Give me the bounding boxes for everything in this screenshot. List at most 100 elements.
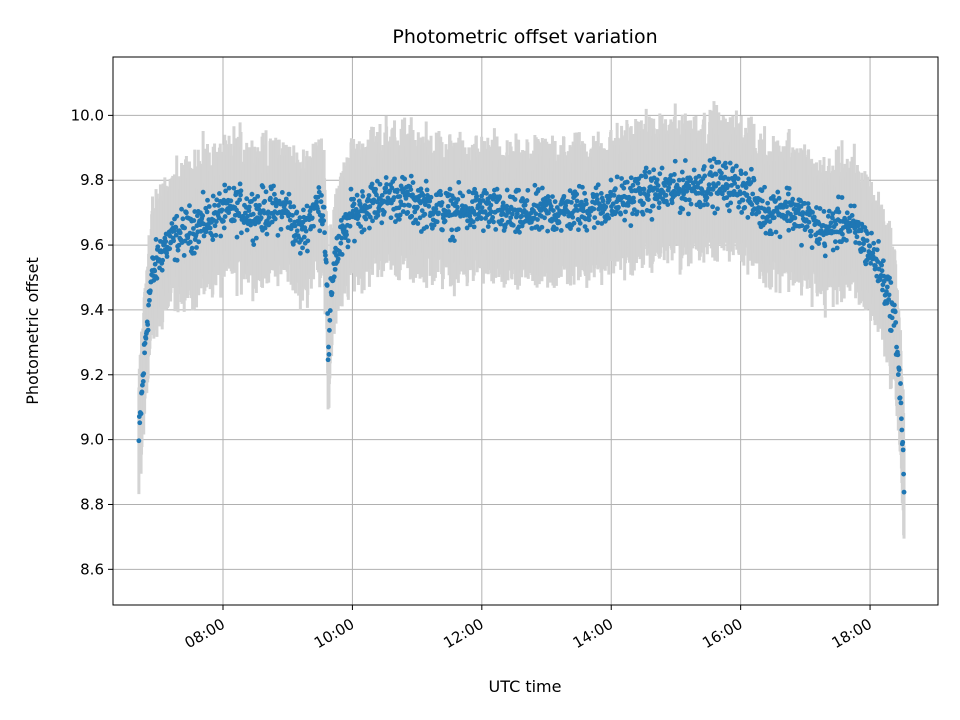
data-point: [405, 210, 411, 215]
data-point: [783, 213, 789, 219]
data-point: [728, 200, 734, 206]
data-point: [396, 205, 402, 211]
data-point: [867, 243, 873, 249]
data-point: [415, 204, 420, 210]
data-point: [828, 220, 834, 226]
data-point: [884, 284, 890, 290]
data-point: [704, 202, 710, 207]
data-point: [889, 315, 895, 321]
data-point: [865, 231, 870, 236]
data-point: [147, 288, 153, 294]
data-point: [520, 196, 525, 201]
data-point: [434, 219, 440, 225]
data-point: [654, 177, 660, 183]
data-point: [389, 185, 395, 191]
data-point: [255, 193, 261, 199]
data-point: [311, 223, 316, 229]
data-point: [745, 215, 751, 220]
data-point: [696, 190, 701, 196]
data-point: [641, 186, 647, 192]
data-point: [625, 203, 631, 208]
data-point: [275, 232, 281, 238]
data-point: [539, 224, 545, 230]
data-point: [361, 227, 367, 233]
data-point: [558, 228, 564, 233]
data-point: [642, 169, 648, 175]
data-point: [512, 197, 518, 202]
data-point: [424, 187, 430, 193]
data-point: [784, 204, 789, 210]
data-point: [484, 190, 489, 196]
data-point: [345, 244, 351, 250]
data-point: [858, 228, 864, 234]
data-point: [556, 220, 562, 225]
data-point: [145, 327, 151, 333]
data-point: [213, 219, 219, 224]
data-point: [802, 200, 808, 206]
data-point: [735, 184, 741, 190]
data-point: [574, 191, 580, 197]
data-point: [352, 238, 357, 244]
data-point: [771, 215, 777, 221]
data-point: [710, 204, 716, 210]
data-point: [800, 210, 806, 215]
data-point: [546, 210, 551, 216]
y-tick-label: 9.6: [80, 236, 104, 254]
data-point: [326, 344, 331, 350]
data-point: [785, 191, 791, 197]
data-point: [631, 195, 636, 201]
data-point: [231, 185, 237, 191]
y-tick-label: 9.0: [80, 431, 104, 449]
data-point: [879, 262, 885, 268]
chart-title: Photometric offset variation: [392, 26, 657, 48]
data-point: [630, 211, 635, 217]
data-point: [377, 181, 383, 187]
data-point: [244, 196, 250, 202]
data-point: [646, 197, 651, 202]
data-point: [203, 229, 209, 235]
data-point: [510, 222, 516, 228]
data-point: [223, 188, 228, 194]
data-point: [379, 192, 385, 198]
data-point: [514, 211, 520, 217]
data-point: [226, 185, 232, 191]
data-point: [260, 184, 266, 190]
data-point: [354, 192, 360, 198]
data-point: [249, 191, 255, 197]
data-point: [409, 213, 415, 219]
data-point: [880, 258, 886, 264]
data-point: [493, 226, 499, 232]
data-point: [654, 196, 660, 202]
data-point: [303, 228, 309, 234]
data-point: [206, 204, 212, 209]
data-point: [508, 215, 514, 221]
y-axis-ticks: 8.6 8.8 9.0 9.2 9.4 9.6 9.8 10.0: [71, 106, 113, 578]
data-point: [237, 181, 243, 187]
data-point: [598, 190, 604, 196]
data-point: [542, 215, 547, 221]
data-point: [279, 190, 285, 195]
data-point: [748, 166, 754, 172]
data-point: [783, 199, 789, 205]
data-point: [804, 224, 810, 230]
data-point: [517, 229, 522, 235]
data-point: [263, 189, 269, 195]
data-point: [451, 196, 457, 201]
data-point: [874, 247, 880, 253]
data-point: [293, 238, 298, 243]
data-point: [686, 183, 692, 189]
data-point: [210, 193, 216, 199]
data-point: [567, 188, 573, 194]
data-point: [811, 214, 817, 220]
data-point: [146, 302, 151, 308]
data-point: [643, 174, 649, 180]
data-point: [261, 210, 267, 216]
data-point: [888, 280, 894, 285]
data-point: [391, 195, 397, 200]
data-point: [436, 210, 441, 216]
data-point: [213, 232, 219, 238]
data-point: [446, 209, 452, 214]
data-point: [621, 185, 627, 191]
data-point: [732, 180, 738, 186]
